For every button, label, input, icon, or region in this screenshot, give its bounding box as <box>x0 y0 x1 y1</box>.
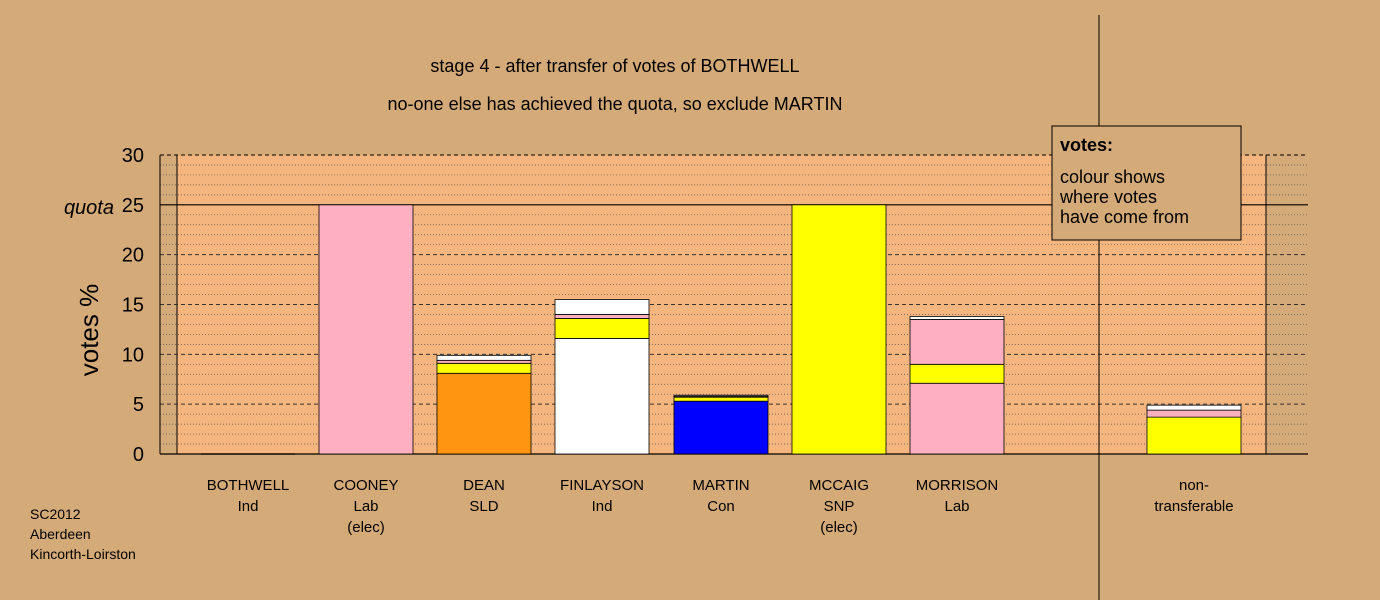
bar-segment <box>1146 416 1242 455</box>
footer-line-1: SC2012 <box>30 506 81 522</box>
bar-segment <box>909 382 1005 455</box>
x-tick-label: Lab <box>353 498 378 515</box>
bar-segment <box>436 362 532 374</box>
x-tick-label: FINLAYSON <box>560 477 644 494</box>
y-tick-label: 20 <box>122 245 144 267</box>
legend: votes: colour shows where votes have com… <box>1051 125 1242 241</box>
bar-segment <box>554 318 650 339</box>
bar-segment <box>318 204 414 455</box>
chart-title: stage 4 - after transfer of votes of BOT… <box>430 56 799 76</box>
quota-label: quota <box>64 197 114 219</box>
x-labels: BOTHWELL Ind COONEY Lab (elec) DEAN SLD FINLAYS… <box>207 477 1234 536</box>
y-tick-label: 25 <box>122 195 144 217</box>
bar-segment <box>436 372 532 455</box>
chart-subtitle: no-one else has achieved the quota, so e… <box>388 94 843 114</box>
bar-segment <box>1146 404 1242 411</box>
legend-line-1: colour shows <box>1060 167 1165 187</box>
x-tick-label: BOTHWELL <box>207 477 290 494</box>
bar-segment <box>909 319 1005 365</box>
x-tick-label: Lab <box>944 498 969 515</box>
y-tick-label: 5 <box>133 394 144 416</box>
x-tick-label: SNP <box>824 498 855 515</box>
bar-morrison <box>909 316 1005 455</box>
footer: SC2012 Aberdeen Kincorth-Loirston <box>30 506 136 562</box>
bar-segment <box>909 363 1005 384</box>
bar-segment <box>673 400 769 455</box>
bar-segment <box>554 337 650 455</box>
legend-line-2: where votes <box>1059 187 1157 207</box>
bars <box>201 204 1242 455</box>
x-tick-label: (elec) <box>347 519 385 536</box>
bar-cooney <box>318 204 414 455</box>
x-tick-label: non- <box>1179 477 1209 494</box>
y-ticks: 0 5 10 15 20 25 30 <box>122 145 144 466</box>
bar-segment <box>554 314 650 319</box>
x-tick-label: Ind <box>592 498 613 515</box>
bar-non-transferable <box>1146 404 1242 455</box>
legend-title: votes: <box>1060 135 1113 155</box>
x-tick-label: COONEY <box>333 477 398 494</box>
x-tick-label: MARTIN <box>692 477 749 494</box>
x-tick-label: Ind <box>238 498 259 515</box>
legend-line-3: have come from <box>1060 207 1189 227</box>
bar-segment <box>791 204 887 455</box>
y-tick-label: 10 <box>122 344 144 366</box>
x-tick-label: MORRISON <box>916 477 999 494</box>
bar-finlayson <box>554 299 650 455</box>
x-tick-label: DEAN <box>463 477 505 494</box>
legend-box <box>1051 125 1242 241</box>
x-tick-label: (elec) <box>820 519 858 536</box>
y-tick-label: 0 <box>133 444 144 466</box>
footer-line-3: Kincorth-Loirston <box>30 546 136 562</box>
y-tick-label: 30 <box>122 145 144 167</box>
bar-segment <box>436 359 532 364</box>
bar-segment <box>909 316 1005 320</box>
bar-segment <box>554 299 650 315</box>
bar-segment <box>673 394 769 397</box>
bar-segment <box>1146 409 1242 418</box>
x-tick-label: SLD <box>469 498 498 515</box>
y-axis-label: votes % <box>74 284 104 377</box>
bar-segment <box>673 396 769 402</box>
y-tick-label: 15 <box>122 295 144 317</box>
bar-dean <box>436 354 532 455</box>
bar-martin <box>673 394 769 455</box>
bar-mccaig <box>791 204 887 455</box>
x-tick-label: transferable <box>1154 498 1233 515</box>
x-tick-label: MCCAIG <box>809 477 869 494</box>
footer-line-2: Aberdeen <box>30 526 91 542</box>
bar-segment <box>436 354 532 361</box>
x-tick-label: Con <box>707 498 735 515</box>
